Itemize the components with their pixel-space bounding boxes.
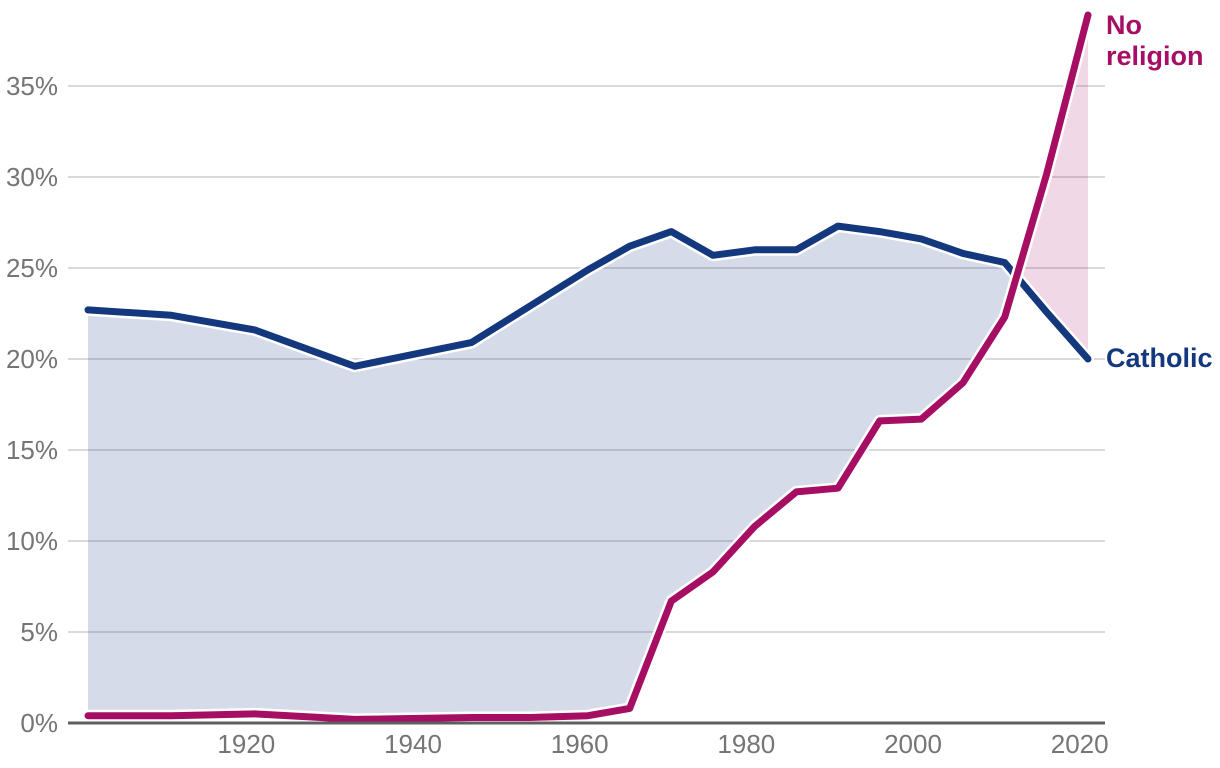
y-tick-label: 15% <box>6 435 58 465</box>
x-tick-label: 1940 <box>384 729 442 759</box>
x-tick-label: 2000 <box>884 729 942 759</box>
no-religion-series-label: No religion <box>1106 10 1204 71</box>
y-tick-label: 30% <box>6 162 58 192</box>
catholic-majority-area <box>88 226 1017 720</box>
y-tick-label: 35% <box>6 71 58 101</box>
y-tick-label: 5% <box>20 617 58 647</box>
x-tick-label: 1920 <box>217 729 275 759</box>
x-tick-label: 1980 <box>717 729 775 759</box>
catholic-series-label: Catholic <box>1106 343 1213 373</box>
no-religion-line <box>84 11 1092 723</box>
x-tick-label: 1960 <box>551 729 609 759</box>
y-tick-label: 20% <box>6 344 58 374</box>
y-tick-label: 25% <box>6 253 58 283</box>
x-tick-label: 2020 <box>1051 729 1109 759</box>
y-tick-label: 10% <box>6 526 58 556</box>
catholic-line <box>84 222 1092 370</box>
y-tick-label: 0% <box>20 708 58 738</box>
